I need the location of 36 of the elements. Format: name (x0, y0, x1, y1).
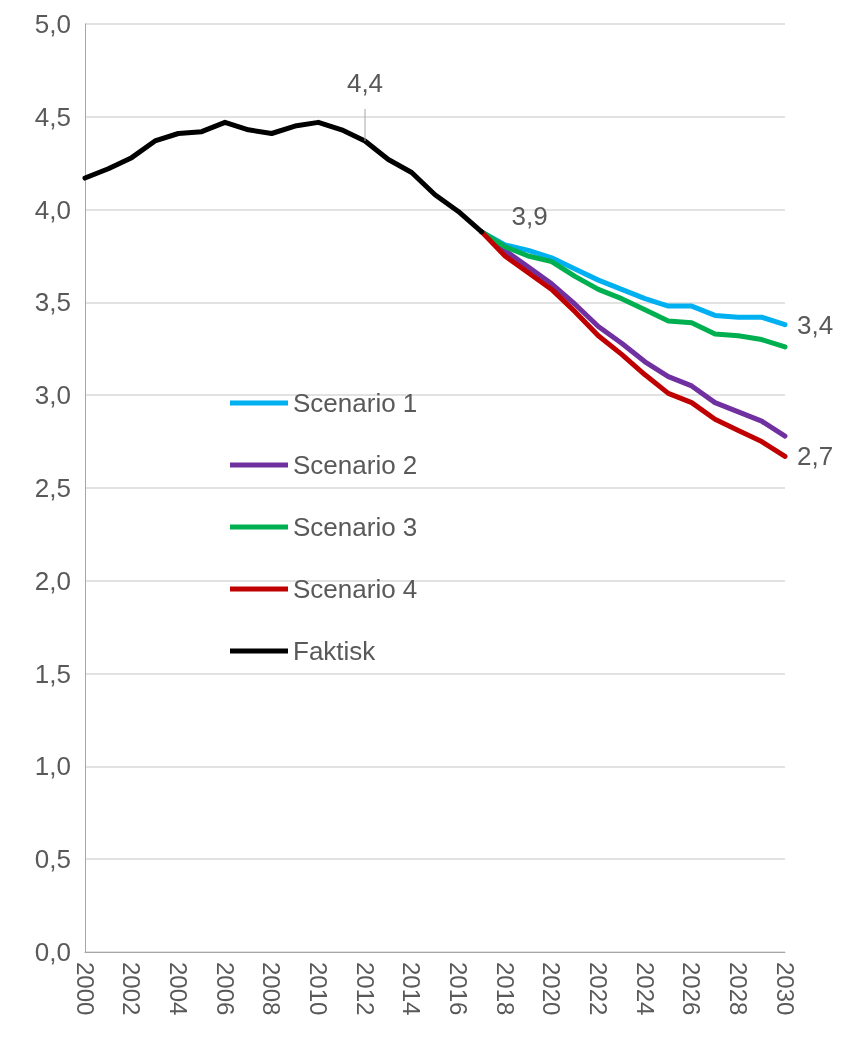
legend-label: Scenario 1 (293, 388, 418, 418)
x-tick-label: 2024 (631, 962, 659, 1016)
y-tick-label: 4,0 (34, 194, 71, 225)
data-label: 3,4 (797, 309, 834, 340)
x-tick-label: 2018 (491, 962, 519, 1016)
y-tick-label: 3,5 (34, 287, 71, 318)
y-tick-label: 2,5 (34, 473, 71, 503)
y-tick-label: 1,5 (34, 658, 71, 689)
x-tick-label: 2010 (304, 962, 332, 1016)
x-tick-label: 2026 (678, 962, 706, 1016)
data-label: 3,9 (511, 200, 548, 231)
data-label: 4,4 (346, 67, 384, 98)
y-tick-label: 3,0 (34, 380, 71, 411)
x-tick-label: 2030 (771, 962, 799, 1016)
y-tick-label: 2,0 (34, 565, 71, 596)
legend-label: Scenario 2 (293, 450, 418, 480)
x-tick-label: 2014 (398, 962, 426, 1016)
x-tick-label: 2028 (724, 962, 752, 1016)
legend-label: Scenario 3 (293, 512, 418, 542)
x-tick-label: 2022 (584, 962, 612, 1016)
y-tick-label: 4,5 (34, 101, 71, 132)
x-tick-label: 2016 (444, 962, 472, 1016)
x-tick-label: 2004 (164, 962, 192, 1016)
y-tick-label: 5,0 (34, 9, 71, 39)
x-tick-label: 2000 (71, 962, 99, 1016)
x-tick-label: 2006 (211, 962, 239, 1016)
legend-label: Faktisk (293, 636, 377, 666)
legend-label: Scenario 4 (293, 574, 418, 604)
y-tick-label: 1,0 (34, 751, 71, 782)
x-tick-label: 2012 (351, 962, 379, 1016)
data-label: 2,7 (797, 441, 834, 472)
x-tick-label: 2002 (118, 962, 146, 1016)
x-tick-label: 2020 (538, 962, 566, 1016)
x-tick-label: 2008 (258, 962, 286, 1016)
y-tick-label: 0,0 (34, 937, 71, 967)
y-tick-label: 0,5 (34, 844, 71, 875)
